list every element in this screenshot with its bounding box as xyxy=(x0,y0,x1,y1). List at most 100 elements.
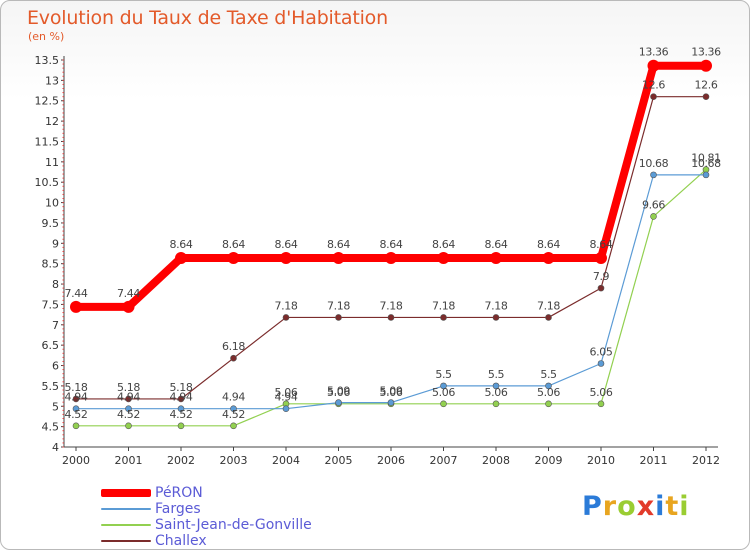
data-label: 5.09 xyxy=(380,385,403,398)
y-minor-tick xyxy=(62,214,64,216)
y-minor-tick xyxy=(62,283,64,285)
data-point xyxy=(492,314,500,321)
y-minor-tick xyxy=(62,128,64,130)
data-point xyxy=(597,400,605,408)
y-minor-tick xyxy=(62,238,64,240)
data-label: 7.18 xyxy=(432,299,455,312)
y-minor-tick xyxy=(62,385,64,387)
data-label: 5.18 xyxy=(170,381,193,394)
legend-label: Challex xyxy=(155,533,207,549)
data-point xyxy=(230,405,237,413)
data-point xyxy=(122,300,135,313)
y-minor-tick xyxy=(62,173,64,175)
data-label: 8.64 xyxy=(327,238,350,251)
y-minor-tick xyxy=(62,401,64,403)
y-minor-tick xyxy=(62,271,64,273)
y-minor-tick xyxy=(62,434,64,436)
data-label: 5.06 xyxy=(327,386,350,399)
y-minor-tick xyxy=(62,328,64,330)
y-minor-tick xyxy=(62,287,64,289)
data-point xyxy=(230,422,237,430)
data-label: 4.94 xyxy=(65,391,88,404)
data-point xyxy=(125,405,132,413)
y-minor-tick xyxy=(62,422,64,424)
data-point xyxy=(72,405,80,413)
data-label: 5.06 xyxy=(380,386,403,399)
data-label: 8.64 xyxy=(170,238,193,251)
y-minor-tick xyxy=(62,279,64,281)
y-minor-tick xyxy=(62,369,64,371)
y-tick-label: 9 xyxy=(52,237,59,250)
data-point xyxy=(542,251,555,264)
y-minor-tick xyxy=(62,100,64,102)
y-minor-tick xyxy=(62,198,64,200)
y-minor-tick xyxy=(62,177,64,179)
y-minor-tick xyxy=(62,136,64,138)
y-minor-tick xyxy=(62,132,64,134)
y-minor-tick xyxy=(62,389,64,391)
y-minor-tick xyxy=(62,303,64,305)
logo-letter: t xyxy=(665,491,680,522)
y-tick-label: 11 xyxy=(45,156,59,169)
y-minor-tick xyxy=(62,246,64,248)
series-1 xyxy=(70,59,712,313)
legend-swatch xyxy=(101,524,151,526)
data-label: 8.64 xyxy=(590,238,613,251)
data-point xyxy=(595,251,607,264)
y-minor-tick xyxy=(62,218,64,220)
legend-label: Farges xyxy=(155,501,201,517)
legend-label: PéRON xyxy=(155,485,203,501)
data-point xyxy=(227,251,240,264)
data-label: 7.44 xyxy=(117,287,140,300)
data-label: 6.05 xyxy=(590,345,613,358)
data-label: 5.06 xyxy=(537,386,560,399)
y-minor-tick xyxy=(62,88,64,90)
data-point xyxy=(72,395,80,403)
data-point xyxy=(490,251,502,264)
y-minor-tick xyxy=(62,104,64,106)
y-tick-label: 4 xyxy=(52,441,59,454)
data-point xyxy=(177,395,185,403)
y-minor-tick xyxy=(62,116,64,118)
data-point xyxy=(177,422,185,430)
y-minor-tick xyxy=(62,71,64,73)
data-label: 7.18 xyxy=(380,299,403,312)
y-minor-tick xyxy=(62,426,64,428)
logo-letter: i xyxy=(679,491,690,522)
data-label: 5.5 xyxy=(540,368,557,381)
y-minor-tick xyxy=(62,332,64,334)
y-tick-label: 9.5 xyxy=(42,217,60,230)
y-tick-label: 5.5 xyxy=(42,380,60,393)
y-minor-tick xyxy=(62,226,64,228)
y-minor-tick xyxy=(62,149,64,151)
legend-swatch xyxy=(101,489,151,497)
y-minor-tick xyxy=(62,210,64,212)
data-point xyxy=(492,400,500,408)
y-minor-tick xyxy=(62,161,64,163)
data-point xyxy=(647,59,660,72)
y-minor-tick xyxy=(62,417,64,419)
y-minor-tick xyxy=(62,299,64,301)
y-minor-tick xyxy=(62,165,64,167)
data-label: 8.64 xyxy=(432,238,455,251)
legend-swatch xyxy=(101,508,151,510)
data-point xyxy=(385,251,397,264)
data-label: 10.68 xyxy=(691,157,721,170)
data-point xyxy=(282,314,290,321)
data-point xyxy=(702,93,710,100)
data-label: 8.64 xyxy=(275,238,298,251)
data-label: 12.6 xyxy=(642,79,665,92)
y-minor-tick xyxy=(62,442,64,444)
data-label: 4.94 xyxy=(117,391,140,404)
data-point xyxy=(702,171,710,179)
logo-letter: o xyxy=(617,491,637,522)
data-label: 5.5 xyxy=(435,368,452,381)
y-minor-tick xyxy=(62,112,64,114)
y-minor-tick xyxy=(62,140,64,142)
y-minor-tick xyxy=(62,344,64,346)
y-minor-tick xyxy=(62,295,64,297)
data-label: 6.18 xyxy=(222,340,245,353)
data-point xyxy=(70,300,82,313)
x-tick-label: 2012 xyxy=(692,454,720,467)
data-point xyxy=(335,399,342,406)
